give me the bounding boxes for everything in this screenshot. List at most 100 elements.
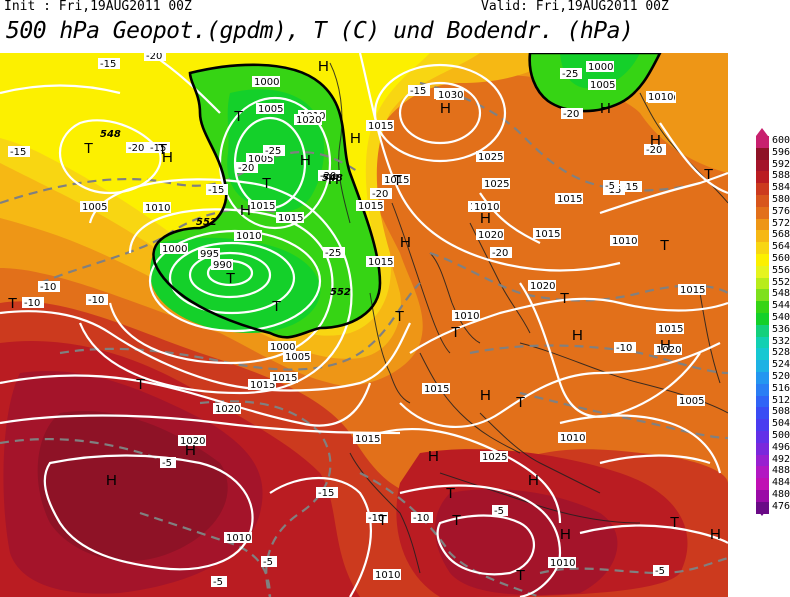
pressure-label: 1010 [612, 236, 637, 247]
pressure-label: 1015 [278, 213, 303, 224]
geopotential-label: 552 [196, 217, 217, 228]
legend-level-label: 564 [772, 241, 790, 253]
pressure-label: 1015 [368, 257, 393, 268]
low-pressure-marker: T [378, 512, 387, 529]
high-pressure-marker: H [240, 202, 251, 219]
temperature-label: -20 [238, 163, 254, 174]
legend-color-swatch [756, 159, 769, 172]
temperature-label-bg [490, 247, 512, 258]
pressure-label: 995 [200, 249, 219, 260]
pressure-label-bg [268, 341, 296, 352]
pressure-label: 1015 [368, 121, 393, 132]
pressure-label-bg [382, 174, 410, 185]
pressure-label-bg [211, 259, 233, 270]
pressure-label-bg [270, 372, 298, 383]
low-pressure-marker: T [84, 140, 93, 157]
temperature-label-bg [211, 576, 227, 587]
pressure-label: 1005 [285, 352, 310, 363]
pressure-label-bg [558, 432, 586, 443]
pressure-label-bg [248, 200, 276, 211]
pressure-label-bg [476, 151, 504, 162]
legend-color-swatch [756, 254, 769, 266]
pressure-label-bg [678, 284, 706, 295]
pressure-label: 1030 [438, 90, 463, 101]
high-pressure-marker: H [300, 152, 311, 169]
pressure-label-bg [80, 201, 108, 212]
pressure-label-bg [234, 230, 262, 241]
legend-color-swatch [756, 478, 769, 491]
legend-level-label: 520 [772, 371, 790, 382]
pressure-label-bg [248, 379, 276, 390]
pressure-label: 1020 [180, 436, 205, 447]
pressure-label-bg [224, 532, 252, 543]
low-pressure-marker: T [451, 324, 460, 341]
temperature-label: -15 [208, 185, 224, 196]
temperature-label-bg [620, 181, 642, 192]
legend-level-label: 512 [772, 394, 790, 406]
pressure-label-bg [548, 557, 576, 568]
legend-color-swatch [756, 242, 769, 255]
legend-level-label: 584 [772, 182, 790, 194]
legend-level-label: 492 [772, 453, 790, 465]
high-pressure-marker: H [328, 171, 339, 188]
temperature-label: -25 [562, 69, 578, 80]
legend-level-label: 592 [772, 158, 790, 170]
legend-color-swatch [756, 324, 769, 337]
temperature-label-bg [316, 487, 338, 498]
legend-level-label: 600 [772, 135, 790, 146]
high-pressure-marker: H [428, 448, 439, 465]
pressure-label-bg [356, 200, 384, 211]
legend-color-swatch [756, 265, 769, 278]
pressure-label-bg [366, 120, 394, 131]
legend-level-label: 536 [772, 323, 790, 335]
legend-level-label: 496 [772, 441, 790, 453]
temperature-label-bg [206, 184, 228, 195]
high-pressure-marker: H [318, 58, 329, 75]
pressure-label: 1015 [358, 201, 383, 212]
temperature-label: -15 [410, 86, 426, 97]
legend-color-swatch [756, 313, 769, 325]
pressure-label: 1015 [384, 175, 409, 186]
pressure-label: 1010 [236, 231, 261, 242]
legend-color-swatch [756, 348, 769, 361]
geopotential-label: 548 [100, 129, 121, 140]
pressure-label: 1000 [254, 77, 279, 88]
temperature-label: -5 [263, 557, 273, 568]
temperature-label: -20 [128, 143, 144, 154]
legend-level-label: 548 [772, 288, 790, 300]
temperature-label-bg [323, 247, 345, 258]
temperature-label-bg [263, 145, 285, 156]
pressure-label-bg [452, 310, 480, 321]
legend-color-swatch [756, 431, 769, 443]
legend-color-swatch [756, 490, 769, 502]
pressure-label-bg [436, 89, 464, 100]
pressure-label-bg [294, 114, 322, 125]
temperature-label: -10 [368, 513, 384, 524]
temperature-label: -10 [24, 298, 40, 309]
legend-level-label: 580 [772, 194, 790, 205]
high-pressure-marker: H [162, 149, 173, 166]
legend-level-label: 540 [772, 312, 790, 323]
legend-color-swatch [756, 395, 769, 408]
pressure-label-bg [213, 403, 241, 414]
temperature-label-bg [38, 281, 60, 292]
low-pressure-marker: T [226, 270, 235, 287]
legend-color-swatch [756, 136, 769, 148]
pressure-label: 1005 [258, 104, 283, 115]
temperature-label: -20 [563, 109, 579, 120]
legend-color-swatch [756, 206, 769, 219]
high-pressure-marker: H [480, 210, 491, 227]
temperature-label: -10 [413, 513, 429, 524]
legend-color-swatch [756, 277, 769, 290]
legend-level-label: 572 [772, 217, 790, 229]
high-pressure-marker: H [480, 387, 491, 404]
legend-color-swatch [756, 301, 769, 314]
pressure-label-bg [276, 212, 304, 223]
legend-level-label: 596 [772, 146, 790, 158]
temperature-label: -10 [616, 343, 632, 354]
pressure-isobars [0, 53, 728, 597]
temperature-label-bg [653, 565, 669, 576]
pressure-label: 1020 [656, 345, 681, 356]
temperature-label: -10 [88, 295, 104, 306]
